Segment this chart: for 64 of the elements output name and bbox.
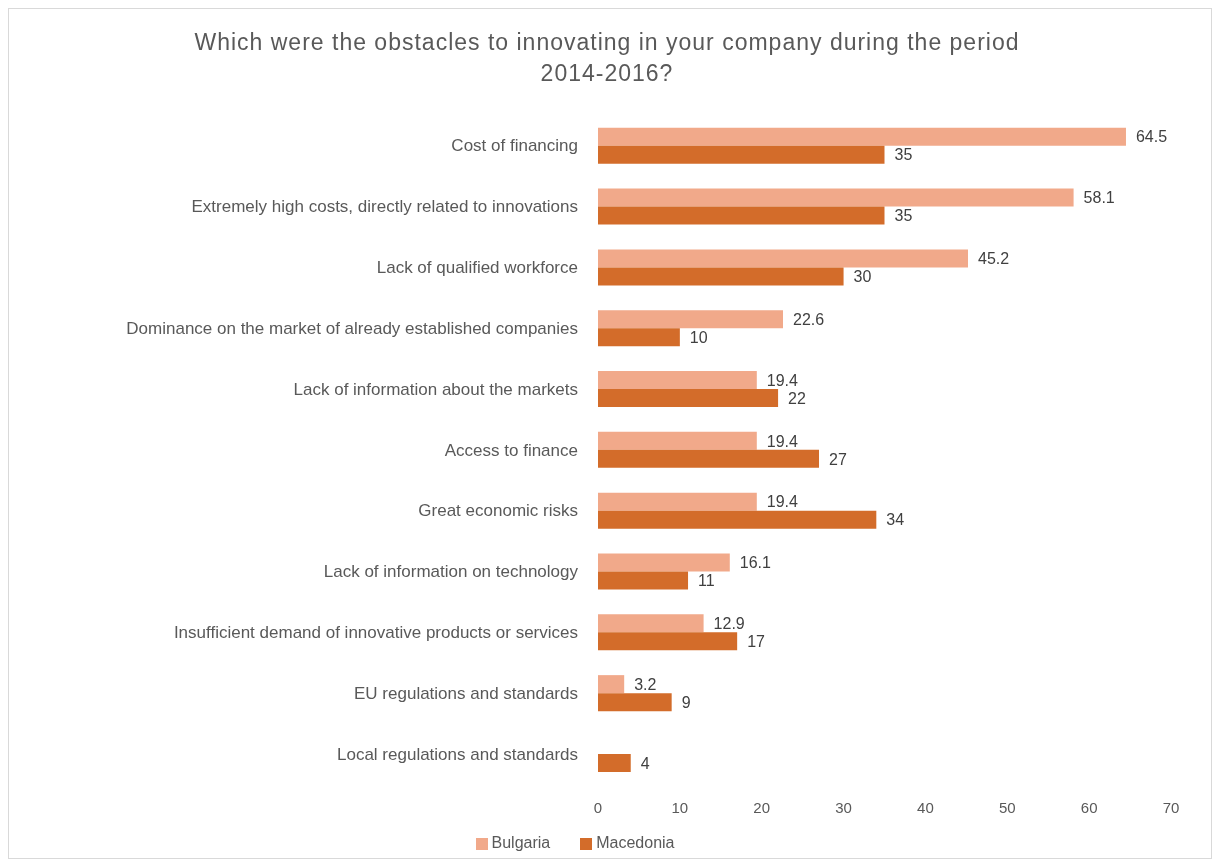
data-label: 19.4 xyxy=(766,432,799,450)
bar xyxy=(598,127,1126,146)
bar xyxy=(598,389,779,408)
y-tick-label: Local regulations and standards xyxy=(337,744,578,764)
bar xyxy=(598,145,885,164)
bar xyxy=(598,188,1074,207)
y-tick-label: Dominance on the market of already established companies xyxy=(126,318,578,338)
y-tick-label: Lack of information about the markets xyxy=(293,379,578,399)
data-label: 10 xyxy=(689,328,708,346)
bar xyxy=(598,371,757,390)
x-tick-label: 0 xyxy=(593,798,603,816)
x-tick-label: 50 xyxy=(998,798,1016,816)
data-label: 58.1 xyxy=(1083,189,1115,207)
bar xyxy=(598,553,730,572)
bar xyxy=(598,267,844,286)
data-label: 27 xyxy=(829,450,847,468)
bar xyxy=(598,249,968,268)
x-tick-label: 70 xyxy=(1162,798,1180,816)
bar xyxy=(598,310,783,329)
y-tick-label: Lack of information on technology xyxy=(323,562,579,582)
bar xyxy=(598,328,680,347)
y-tick-label: Insufficient demand of innovative products or services xyxy=(173,622,578,642)
data-label: 4 xyxy=(640,754,650,772)
bar xyxy=(598,510,877,529)
data-label: 45.2 xyxy=(977,250,1010,268)
bar xyxy=(598,449,820,468)
x-tick-label: 40 xyxy=(917,798,934,816)
bar xyxy=(598,693,672,712)
data-label: 16.1 xyxy=(739,554,772,572)
data-label: 22 xyxy=(788,389,806,407)
x-tick-label: 30 xyxy=(835,798,852,816)
y-tick-label: Cost of financing xyxy=(451,136,578,156)
bar xyxy=(598,675,625,694)
data-label: 9 xyxy=(681,693,691,711)
data-label: 30 xyxy=(853,268,872,286)
y-tick-label: Great economic risks xyxy=(418,501,578,521)
bar xyxy=(598,614,704,633)
bar xyxy=(598,571,689,590)
x-tick-label: 20 xyxy=(753,798,771,816)
y-tick-label: Access to finance xyxy=(444,440,578,460)
bar xyxy=(598,753,631,772)
chart-title: Which were the obstacles to innovating in your company during the period 2014-2016? xyxy=(193,28,1021,88)
data-label: 19.4 xyxy=(766,493,799,511)
bar xyxy=(598,206,885,225)
data-label: 19.4 xyxy=(766,371,799,389)
data-label: 3.2 xyxy=(634,675,657,693)
data-label: 22.6 xyxy=(793,310,825,328)
y-tick-label: Lack of qualified workforce xyxy=(376,258,578,278)
data-label: 11 xyxy=(698,572,715,590)
data-label: 17 xyxy=(747,633,766,650)
legend-label: Macedonia xyxy=(596,834,675,851)
y-tick-label: Extremely high costs, directly related to innovations xyxy=(191,197,578,217)
bar xyxy=(598,632,738,651)
data-label: 35 xyxy=(894,146,913,164)
data-label: 34 xyxy=(886,511,905,529)
bar xyxy=(598,431,757,450)
y-tick-label: EU regulations and standards xyxy=(354,683,578,703)
x-tick-label: 60 xyxy=(1080,798,1098,816)
bar xyxy=(598,492,757,511)
legend-label: Bulgaria xyxy=(491,834,551,851)
data-label: 64.5 xyxy=(1135,128,1168,146)
data-label: 12.9 xyxy=(713,615,745,632)
x-tick-label: 10 xyxy=(671,798,689,816)
data-label: 35 xyxy=(894,207,913,225)
